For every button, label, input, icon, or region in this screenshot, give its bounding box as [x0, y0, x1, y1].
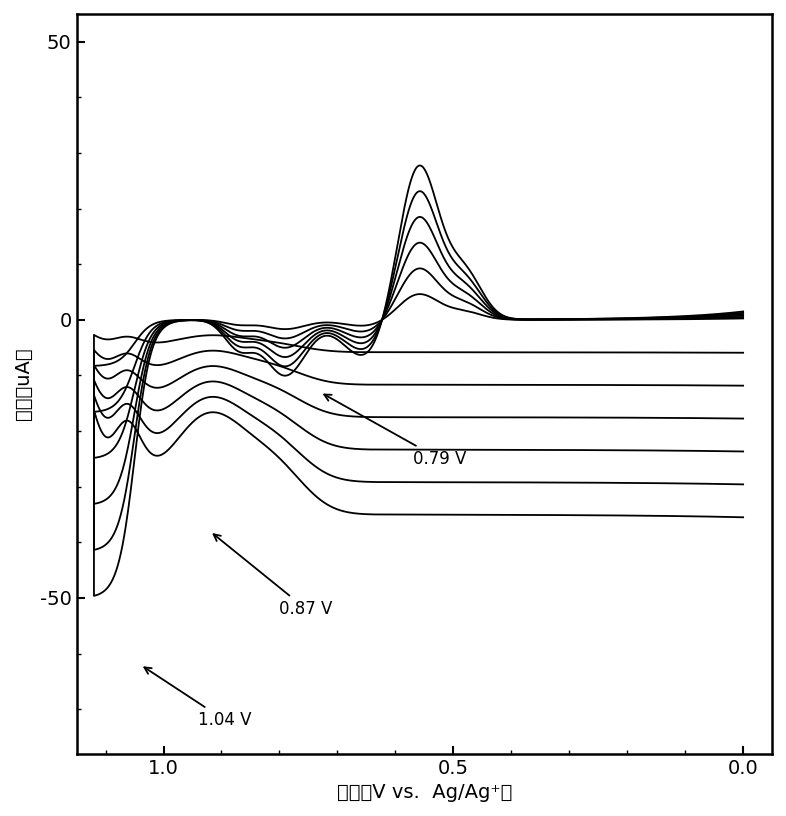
Text: 1.04 V: 1.04 V [145, 667, 252, 730]
Text: 0.87 V: 0.87 V [214, 534, 332, 618]
Y-axis label: 电流（uA）: 电流（uA） [14, 348, 33, 420]
X-axis label: 电压（V vs.  Ag/Ag⁺）: 电压（V vs. Ag/Ag⁺） [336, 783, 512, 802]
Text: 0.79 V: 0.79 V [324, 394, 466, 468]
